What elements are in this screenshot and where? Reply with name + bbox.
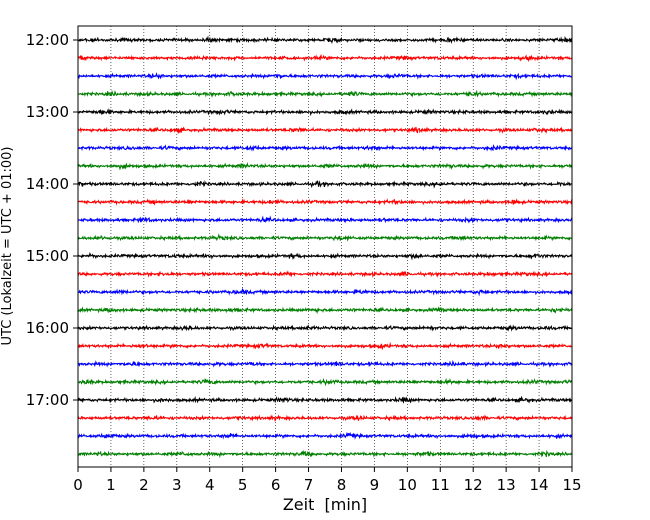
- x-tick-label-12: 12: [464, 476, 483, 494]
- y-tick-label-13:00: 13:00: [26, 103, 69, 121]
- x-tick-label-5: 5: [238, 476, 248, 494]
- x-tick-label-14: 14: [530, 476, 549, 494]
- trace-7: [77, 144, 573, 152]
- trace-20: [77, 377, 573, 387]
- trace-19: [77, 359, 573, 368]
- trace-14: [77, 270, 573, 279]
- seismic-traces: [77, 35, 573, 459]
- x-tick-label-13: 13: [497, 476, 516, 494]
- x-tick-label-1: 1: [106, 476, 116, 494]
- trace-22: [77, 414, 573, 422]
- y-tick-label-16:00: 16:00: [26, 319, 69, 337]
- trace-3: [77, 72, 573, 81]
- trace-5: [77, 108, 573, 117]
- x-tick-label-4: 4: [205, 476, 215, 494]
- trace-9: [77, 180, 573, 189]
- trace-13: [77, 252, 573, 261]
- trace-2: [77, 53, 573, 63]
- trace-18: [77, 341, 573, 351]
- x-tick-label-0: 0: [73, 476, 83, 494]
- x-tick-label-15: 15: [562, 476, 581, 494]
- trace-10: [77, 198, 573, 206]
- x-tick-label-10: 10: [398, 476, 417, 494]
- trace-12: [77, 233, 573, 242]
- x-tick-label-9: 9: [370, 476, 380, 494]
- x-tick-label-2: 2: [139, 476, 149, 494]
- x-axis-label: Zeit [min]: [283, 495, 367, 514]
- x-tick-label-6: 6: [271, 476, 281, 494]
- trace-4: [77, 89, 573, 98]
- x-tick-label-11: 11: [431, 476, 450, 494]
- x-axis: 0 1 2 3 4 5 6 7 8 9 10 11 12 13 14 15: [73, 467, 582, 494]
- trace-21: [77, 395, 573, 405]
- y-tick-label-15:00: 15:00: [26, 247, 69, 265]
- x-tick-label-7: 7: [304, 476, 314, 494]
- trace-16: [77, 306, 573, 315]
- y-tick-label-12:00: 12:00: [26, 31, 69, 49]
- trace-15: [77, 287, 573, 297]
- trace-1: [77, 35, 573, 45]
- x-tick-label-8: 8: [337, 476, 347, 494]
- trace-17: [77, 324, 573, 332]
- y-tick-label-17:00: 17:00: [26, 391, 69, 409]
- plot-frame: [77, 25, 573, 468]
- trace-8: [77, 161, 573, 171]
- x-tick-label-3: 3: [172, 476, 182, 494]
- y-tick-label-14:00: 14:00: [26, 175, 69, 193]
- trace-11: [77, 215, 573, 224]
- trace-24: [77, 449, 573, 459]
- y-axis-label: UTC (Lokalzeit = UTC + 01:00): [0, 147, 15, 346]
- y-axis: 12:00 13:00 14:00 15:00 16:00 17:00: [26, 31, 78, 409]
- trace-23: [77, 431, 573, 440]
- trace-6: [77, 126, 573, 134]
